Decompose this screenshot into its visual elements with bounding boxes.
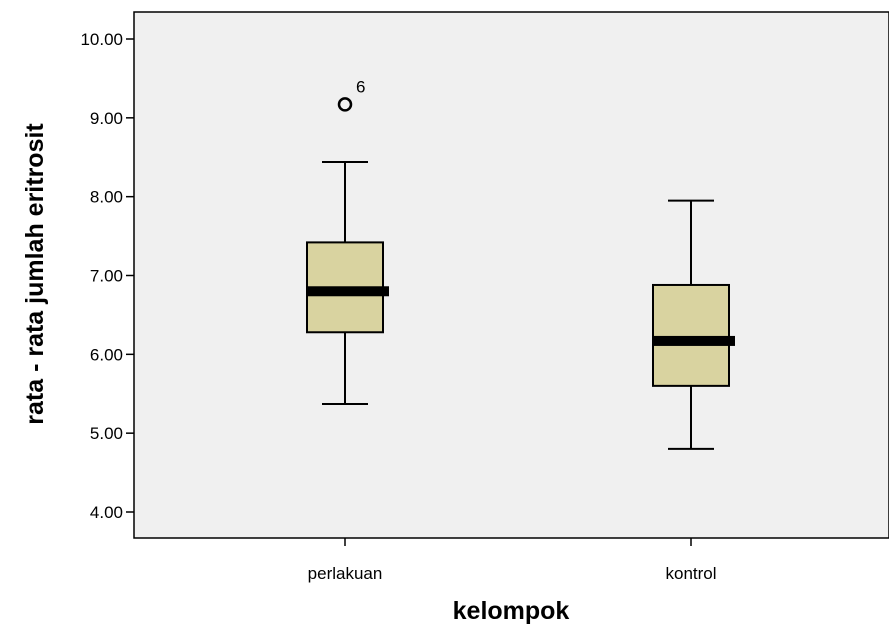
outlier-label: 6 [356,77,365,96]
x-category-label: kontrol [665,564,716,583]
y-tick-label: 6.00 [90,345,123,364]
y-tick-label: 9.00 [90,109,123,128]
x-category-label: perlakuan [308,564,383,583]
outlier-point [337,97,353,112]
median-line [653,335,735,346]
box-kontrol [652,199,735,450]
y-tick-label: 4.00 [90,503,123,522]
y-tick-label: 8.00 [90,188,123,207]
iqr-box [652,283,730,387]
y-axis: 4.00 5.00 6.00 7.00 8.00 9.00 10.00 [80,30,134,522]
y-tick-label: 10.00 [80,30,123,49]
box-perlakuan: 6 [306,77,389,405]
boxes: 6 [306,77,735,450]
y-axis-title: rata - rata jumlah eritrosit [21,123,49,425]
y-tick-label: 5.00 [90,424,123,443]
plot-area [133,11,889,539]
median-line [307,286,389,297]
y-tick-label: 7.00 [90,267,123,286]
x-axis-title: kelompok [453,597,570,625]
x-axis: perlakuan kontrol [308,538,717,583]
